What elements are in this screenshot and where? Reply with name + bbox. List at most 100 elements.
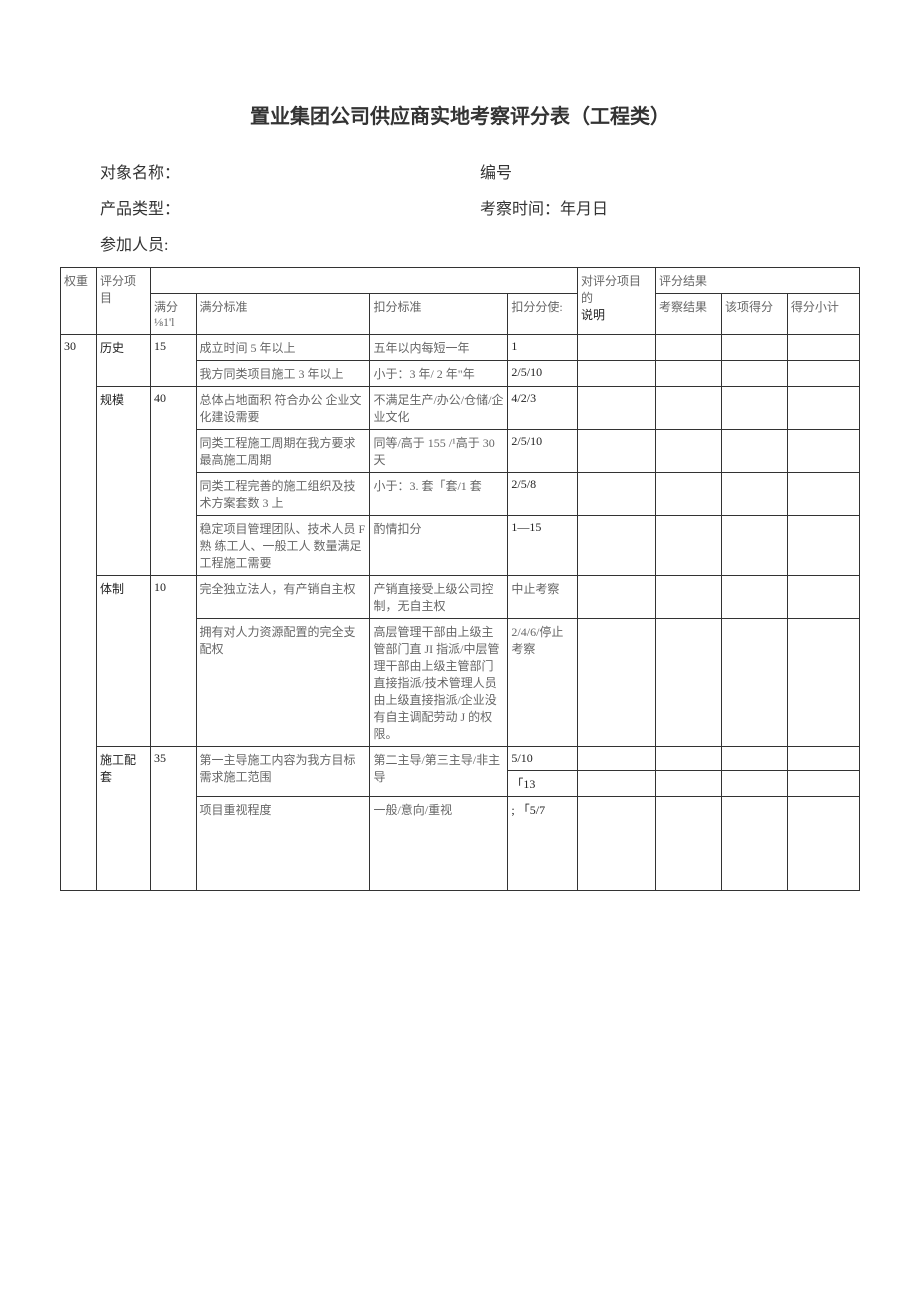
cell-deduct: 五年以内每短一年 — [370, 335, 508, 361]
cell-empty — [721, 473, 787, 516]
cell-val: ; 「5/7 — [508, 797, 578, 891]
th-blank-span — [150, 268, 577, 294]
th-weight: 权重 — [61, 268, 97, 335]
page-title: 置业集团公司供应商实地考察评分表（工程类） — [60, 100, 860, 129]
cell-deduct: 酌情扣分 — [370, 516, 508, 576]
cell-standard: 拥有对人力资源配置的完全支配权 — [196, 619, 370, 747]
inspect-time-label: 考察时间：年月日 — [480, 195, 860, 219]
cell-empty — [578, 335, 656, 361]
cell-item: 施工配套 — [96, 747, 150, 891]
table-row: 30 历史 15 成立时间 5 年以上 五年以内每短一年 1 — [61, 335, 860, 361]
cell-deduct: 第二主导/第三主导/非主导 — [370, 747, 508, 797]
cell-empty — [655, 387, 721, 430]
th-score-item: 评分项目 — [96, 268, 150, 335]
cell-empty — [787, 576, 859, 619]
th-inspect-result: 考察结果 — [655, 294, 721, 335]
cell-empty — [787, 747, 859, 771]
table-row: 体制 10 完全独立法人，有产销自主权 产销直接受上级公司控制，无自主权 中止考… — [61, 576, 860, 619]
table-header-row-2: 满分 ⅛1'l 满分标准 扣分标准 扣分分使: 考察结果 该项得分 得分小计 — [61, 294, 860, 335]
cell-score: 40 — [150, 387, 196, 576]
cell-deduct: 小于：3 年/ 2 年"年 — [370, 361, 508, 387]
cell-empty — [721, 361, 787, 387]
header-row-1: 对象名称： 编号 — [100, 159, 860, 183]
score-table: 权重 评分项目 对评分项目的 说明 评分结果 满分 ⅛1'l 满分标准 扣分标准… — [60, 267, 860, 891]
cell-empty — [578, 619, 656, 747]
cell-empty — [655, 430, 721, 473]
cell-val: 中止考察 — [508, 576, 578, 619]
cell-val: 5/10 — [508, 747, 578, 771]
cell-empty — [721, 516, 787, 576]
cell-empty — [578, 387, 656, 430]
cell-standard: 同类工程完善的施工组织及技术方案套数 3 上 — [196, 473, 370, 516]
th-subtotal: 得分小计 — [787, 294, 859, 335]
cell-score: 10 — [150, 576, 196, 747]
cell-empty — [578, 430, 656, 473]
th-standard: 满分标准 — [196, 294, 370, 335]
cell-empty — [578, 361, 656, 387]
header-row-2: 产品类型： 考察时间：年月日 — [100, 195, 860, 219]
cell-empty — [655, 473, 721, 516]
cell-val: 1—15 — [508, 516, 578, 576]
cell-empty — [578, 797, 656, 891]
th-full-score: 满分 ⅛1'l — [150, 294, 196, 335]
cell-val: 2/5/10 — [508, 430, 578, 473]
cell-item: 体制 — [96, 576, 150, 747]
cell-empty — [787, 797, 859, 891]
th-deduct-make: 扣分分使: — [508, 294, 578, 335]
cell-empty — [655, 747, 721, 771]
th-item-score: 该项得分 — [721, 294, 787, 335]
cell-empty — [655, 771, 721, 797]
cell-standard: 项目重视程度 — [196, 797, 370, 891]
cell-empty — [787, 335, 859, 361]
cell-weight: 30 — [61, 335, 97, 891]
cell-val: 2/4/6/停止考察 — [508, 619, 578, 747]
cell-empty — [787, 516, 859, 576]
cell-deduct: 小于：3. 套「套/1 套 — [370, 473, 508, 516]
cell-score: 35 — [150, 747, 196, 891]
th-deduct-standard: 扣分标准 — [370, 294, 508, 335]
cell-empty — [655, 516, 721, 576]
header-row-3: 参加人员: — [100, 231, 860, 255]
cell-empty — [721, 619, 787, 747]
cell-empty — [721, 387, 787, 430]
cell-deduct: 一般/意向/重视 — [370, 797, 508, 891]
cell-item: 规模 — [96, 387, 150, 576]
cell-empty — [578, 747, 656, 771]
cell-deduct: 不满足生产/办公/仓储/企业文化 — [370, 387, 508, 430]
cell-empty — [655, 335, 721, 361]
cell-standard: 稳定项目管理团队、技术人员 F 熟 练工人、一般工人 数量满足工程施工需要 — [196, 516, 370, 576]
cell-val: 2/5/8 — [508, 473, 578, 516]
cell-standard: 总体占地面积 符合办公 企业文化建设需要 — [196, 387, 370, 430]
cell-empty — [578, 516, 656, 576]
object-name-label: 对象名称： — [100, 159, 480, 183]
cell-empty — [721, 747, 787, 771]
cell-score: 15 — [150, 335, 196, 387]
cell-empty — [578, 473, 656, 516]
cell-empty — [721, 335, 787, 361]
cell-empty — [655, 361, 721, 387]
cell-val: 4/2/3 — [508, 387, 578, 430]
cell-standard: 第一主导施工内容为我方目标需求施工范围 — [196, 747, 370, 797]
cell-val: 1 — [508, 335, 578, 361]
cell-item: 历史 — [96, 335, 150, 387]
cell-val: 2/5/10 — [508, 361, 578, 387]
table-row: 施工配套 35 第一主导施工内容为我方目标需求施工范围 第二主导/第三主导/非主… — [61, 747, 860, 771]
number-label: 编号 — [480, 159, 860, 183]
cell-empty — [787, 430, 859, 473]
cell-standard: 同类工程施工周期在我方要求最高施工周期 — [196, 430, 370, 473]
cell-standard: 成立时间 5 年以上 — [196, 335, 370, 361]
table-row: 规模 40 总体占地面积 符合办公 企业文化建设需要 不满足生产/办公/仓储/企… — [61, 387, 860, 430]
cell-empty — [578, 771, 656, 797]
cell-empty — [578, 576, 656, 619]
cell-empty — [787, 473, 859, 516]
cell-empty — [787, 387, 859, 430]
cell-standard: 我方同类项目施工 3 年以上 — [196, 361, 370, 387]
th-result: 评分结果 — [655, 268, 859, 294]
cell-empty — [787, 619, 859, 747]
cell-empty — [787, 771, 859, 797]
cell-empty — [721, 771, 787, 797]
cell-empty — [721, 797, 787, 891]
cell-empty — [721, 576, 787, 619]
cell-standard: 完全独立法人，有产销自主权 — [196, 576, 370, 619]
cell-empty — [655, 619, 721, 747]
